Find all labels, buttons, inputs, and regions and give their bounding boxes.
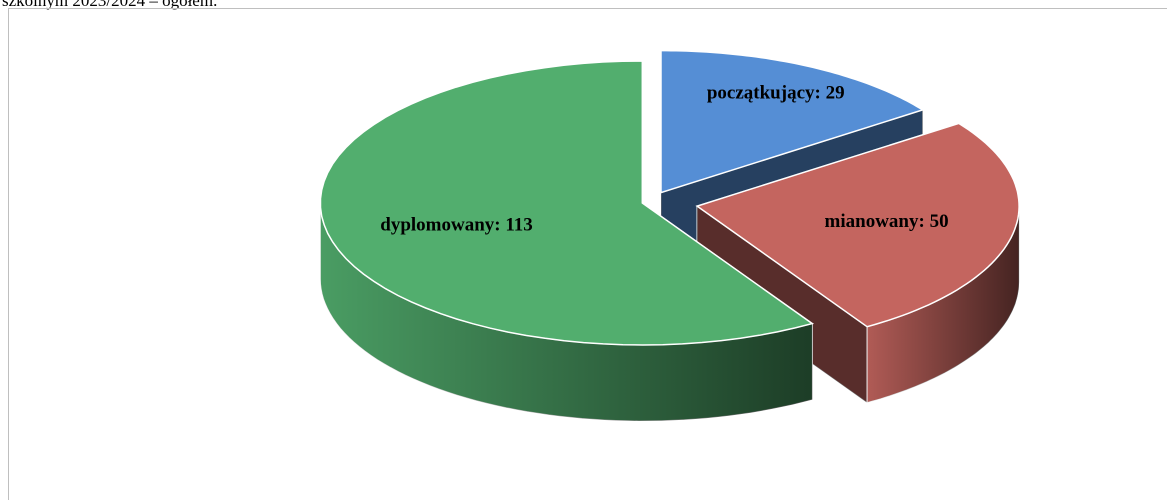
data-label: dyplomowany: 113	[380, 215, 533, 236]
slice	[319, 60, 815, 346]
chart-frame	[8, 8, 1167, 500]
slice	[695, 122, 1020, 328]
data-label: mianowany: 50	[825, 211, 949, 232]
data-label: początkujący: 29	[707, 82, 845, 103]
slice-wall-shade	[867, 206, 1020, 403]
slice-wall-shade	[320, 203, 813, 421]
caption: szkolnym 2023/2024 – ogółem.	[2, 0, 217, 10]
slice	[660, 49, 925, 194]
